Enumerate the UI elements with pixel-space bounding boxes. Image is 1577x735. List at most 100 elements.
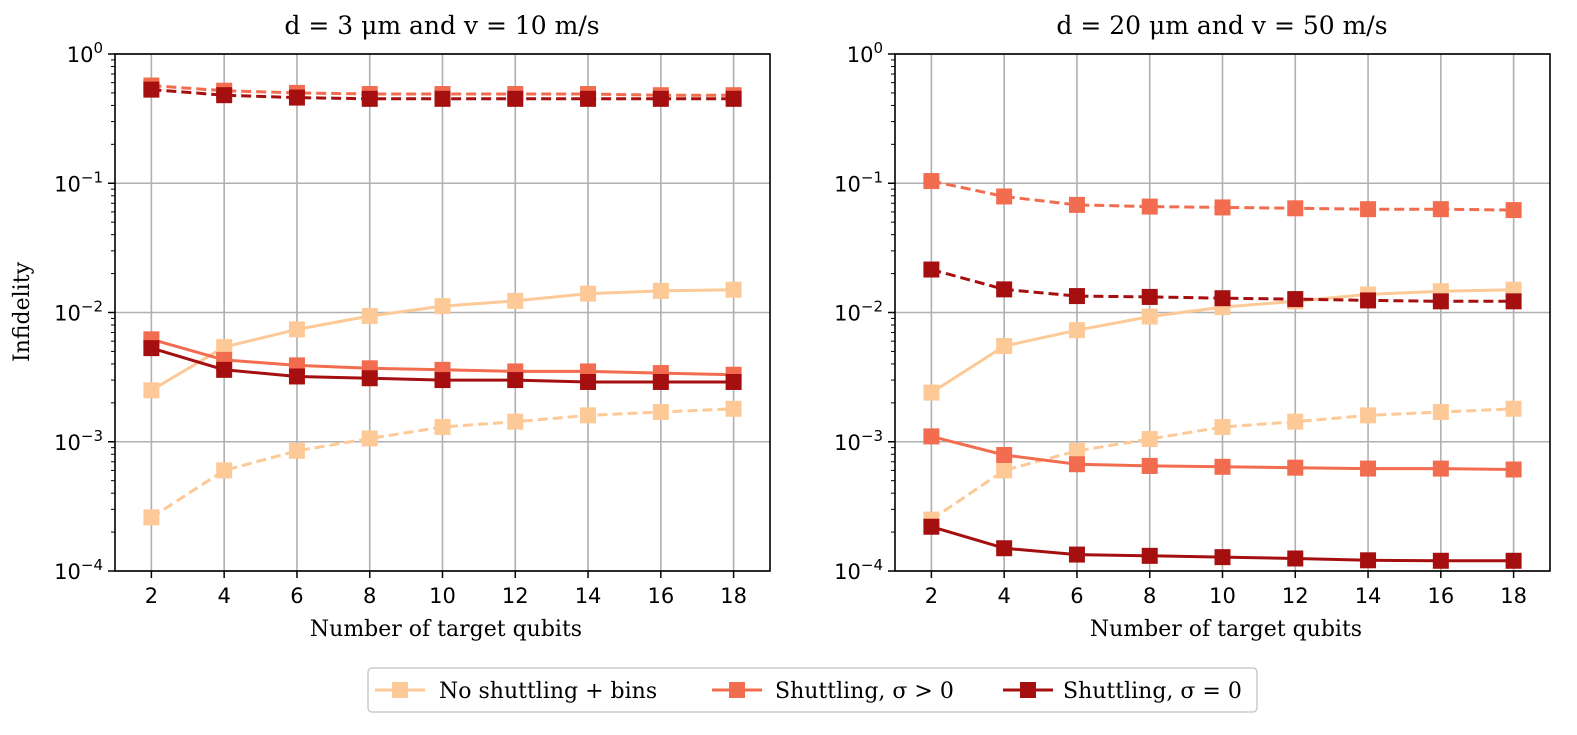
right-series-2-point (923, 428, 940, 445)
left-x-tick-label: 18 (720, 584, 747, 608)
left-series-1-point (216, 462, 233, 479)
left-series-4-point (652, 373, 669, 390)
left-series-4-point (580, 373, 597, 390)
left-series-5-point (361, 90, 378, 107)
legend-entry-shuttling-sigma-zero: Shuttling, σ = 0 (1003, 679, 1242, 704)
right-series-5-point (1505, 293, 1522, 310)
right-series-4-point (1360, 552, 1377, 569)
right-series-2-point (1360, 460, 1377, 477)
left-x-tick-label: 6 (290, 584, 303, 608)
right-series-5-point (923, 261, 940, 278)
left-y-tick-label: 10−1 (54, 168, 103, 196)
right-series-2-point (1214, 458, 1231, 475)
left-series-5-point (216, 87, 233, 104)
right-series-5-point (1360, 292, 1377, 309)
right-x-tick-label: 4 (997, 584, 1010, 608)
left-series-4-point (288, 368, 305, 385)
right-series-1-point (1214, 419, 1231, 436)
right-series-5-point (1214, 290, 1231, 307)
right-series-1-point (1432, 403, 1449, 420)
left-series-5-point (725, 90, 742, 107)
left-series-0-point (652, 282, 669, 299)
right-y-tick-label: 100 (847, 39, 883, 67)
right-series-5-point (1432, 293, 1449, 310)
right-series-3-point (1505, 202, 1522, 219)
left-series-5-point (580, 90, 597, 107)
left-x-tick-label: 4 (217, 584, 230, 608)
right-x-tick-label: 18 (1500, 584, 1527, 608)
left-x-tick-label: 12 (502, 584, 529, 608)
right-x-tick-label: 10 (1209, 584, 1236, 608)
right-series-4-point (1068, 546, 1085, 563)
right-series-2-point (1432, 460, 1449, 477)
right-series-3-point (1360, 201, 1377, 218)
right-series-5-point (996, 281, 1013, 298)
right-series-4-point (1214, 549, 1231, 566)
left-series-5-point (288, 89, 305, 106)
left-series-0-point (288, 321, 305, 338)
right-series-3-point (1141, 198, 1158, 215)
legend-marker-shuttling-sigma-pos (729, 682, 745, 698)
right-series-1-point (1141, 431, 1158, 448)
right-series-3-point (996, 188, 1013, 205)
right-series-1-point (1068, 442, 1085, 459)
legend-box (367, 667, 1258, 713)
right-series-4-point (996, 540, 1013, 557)
right-series-0-point (1068, 322, 1085, 339)
left-x-axis-label: Number of target qubits (310, 617, 582, 642)
right-series-4-point (1287, 550, 1304, 567)
right-series-3-point (923, 173, 940, 190)
right-series-2-point (1287, 459, 1304, 476)
left-series-1-point (507, 413, 524, 430)
legend-entry-no-shuttling: No shuttling + bins (375, 679, 657, 704)
legend-label-shuttling-sigma-pos: Shuttling, σ > 0 (775, 679, 954, 704)
left-series-1-point (288, 442, 305, 459)
left-x-tick-label: 2 (145, 584, 158, 608)
left-series-4-point (361, 370, 378, 387)
right-series-1-point (1360, 407, 1377, 424)
left-series-0-point (507, 292, 524, 309)
y-axis-label: Infidelity (10, 261, 35, 362)
left-series-1-point (580, 407, 597, 424)
left-series-4-point (143, 340, 160, 357)
right-series-0-point (996, 338, 1013, 355)
left-series-0-point (725, 281, 742, 298)
right-series-4-point (1505, 552, 1522, 569)
right-series-4-point (1432, 552, 1449, 569)
right-x-tick-label: 12 (1282, 584, 1309, 608)
right-x-tick-label: 14 (1355, 584, 1382, 608)
right-y-tick-label: 10−2 (834, 298, 883, 326)
left-x-tick-label: 14 (575, 584, 602, 608)
left-y-tick-label: 10−3 (54, 427, 103, 455)
right-y-tick-label: 10−4 (834, 556, 883, 584)
right-x-tick-label: 2 (925, 584, 938, 608)
right-series-3-point (1214, 199, 1231, 216)
left-series-0-point (216, 339, 233, 356)
left-y-tick-label: 10−2 (54, 298, 103, 326)
right-plot-title: d = 20 μm and v = 50 m/s (1056, 11, 1387, 40)
right-series-5-point (1287, 291, 1304, 308)
right-series-1-point (1505, 400, 1522, 417)
right-x-tick-label: 8 (1143, 584, 1156, 608)
legend-marker-no-shuttling (392, 682, 408, 698)
right-x-tick-label: 6 (1070, 584, 1083, 608)
left-plot-panel: 2 4 6 8 10 12 14 16 18 10−4 10−3 10−2 10−1 100 d = 3 … (10, 11, 771, 642)
left-series-5-point (507, 90, 524, 107)
left-series-1-point (361, 430, 378, 447)
right-series-5-point (1068, 288, 1085, 305)
legend: No shuttling + bins Shuttling, σ > 0 Shu… (367, 667, 1258, 713)
right-series-2-point (1068, 456, 1085, 473)
right-x-tick-label: 16 (1427, 584, 1454, 608)
left-series-1-point (434, 419, 451, 436)
left-series-0-point (361, 307, 378, 324)
legend-label-shuttling-sigma-zero: Shuttling, σ = 0 (1063, 679, 1242, 704)
left-plot-title: d = 3 μm and v = 10 m/s (284, 11, 599, 40)
left-series-0-point (434, 298, 451, 315)
left-series-0-point (580, 285, 597, 302)
right-series-1-line (930, 407, 1514, 521)
left-series-4-point (725, 373, 742, 390)
right-series-3-point (1432, 201, 1449, 218)
right-series-5-point (1141, 288, 1158, 305)
right-x-axis-label: Number of target qubits (1090, 617, 1362, 642)
right-y-tick-label: 10−3 (834, 427, 883, 455)
